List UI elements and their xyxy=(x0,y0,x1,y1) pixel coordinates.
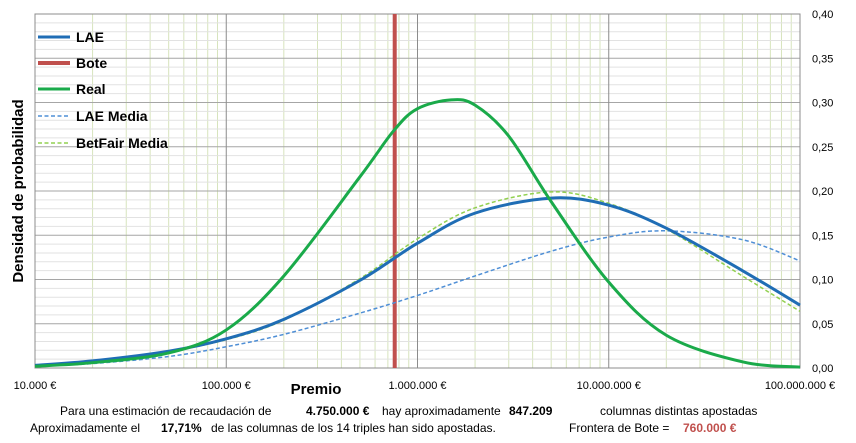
y-tick-label: 0,35 xyxy=(812,53,833,65)
legend-label: LAE Media xyxy=(76,108,148,124)
series-line-betfair-media xyxy=(34,191,801,367)
footer-line2-text-c: Frontera de Bote = xyxy=(569,421,670,435)
series-line-lae xyxy=(34,196,801,367)
footer-line1-text-b: hay aproximadamente xyxy=(382,404,501,418)
footer-columnas-value: 847.209 xyxy=(509,404,553,418)
legend-label: Real xyxy=(76,81,106,97)
y-tick-label: 0,30 xyxy=(812,98,833,110)
plot-area-frame xyxy=(34,13,801,369)
legend-label: BetFair Media xyxy=(76,135,168,151)
series-line-lae-media xyxy=(34,230,801,367)
x-tick-label: 10.000.000 € xyxy=(577,380,641,392)
y-tick-label: 0,10 xyxy=(812,275,833,287)
x-tick-label: 100.000 € xyxy=(202,380,251,392)
y-tick-label: 0,20 xyxy=(812,186,833,198)
y-tick-label: 0,05 xyxy=(812,319,833,331)
footer-line1-text-c: columnas distintas apostadas xyxy=(600,404,758,418)
footer-frontera-value: 760.000 € xyxy=(683,421,737,435)
footer-line2-text-b: de las columnas de los 14 triples han si… xyxy=(211,421,496,435)
x-axis-title: Premio xyxy=(291,381,342,398)
y-tick-label: 0,25 xyxy=(812,142,833,154)
footer-line1-text-a: Para una estimación de recaudación de xyxy=(60,404,272,418)
y-tick-label: 0,15 xyxy=(812,230,833,242)
series-line-real xyxy=(34,98,801,369)
y-axis-title: Densidad de probabilidad xyxy=(10,99,27,282)
y-tick-label: 0,40 xyxy=(812,9,833,21)
legend-label: Bote xyxy=(76,55,107,71)
footer-pct-value: 17,71% xyxy=(161,421,202,435)
footer-line2-text-a: Aproximadamente el xyxy=(30,421,141,435)
x-tick-label: 10.000 € xyxy=(14,380,57,392)
footer: Para una estimación de recaudación de 4.… xyxy=(0,404,856,438)
x-tick-label: 100.000.000 € xyxy=(765,380,835,392)
footer-recaudacion-value: 4.750.000 € xyxy=(306,404,370,418)
y-tick-label: 0,00 xyxy=(812,363,833,375)
legend-label: LAE xyxy=(76,29,104,45)
x-tick-label: 1.000.000 € xyxy=(388,380,446,392)
